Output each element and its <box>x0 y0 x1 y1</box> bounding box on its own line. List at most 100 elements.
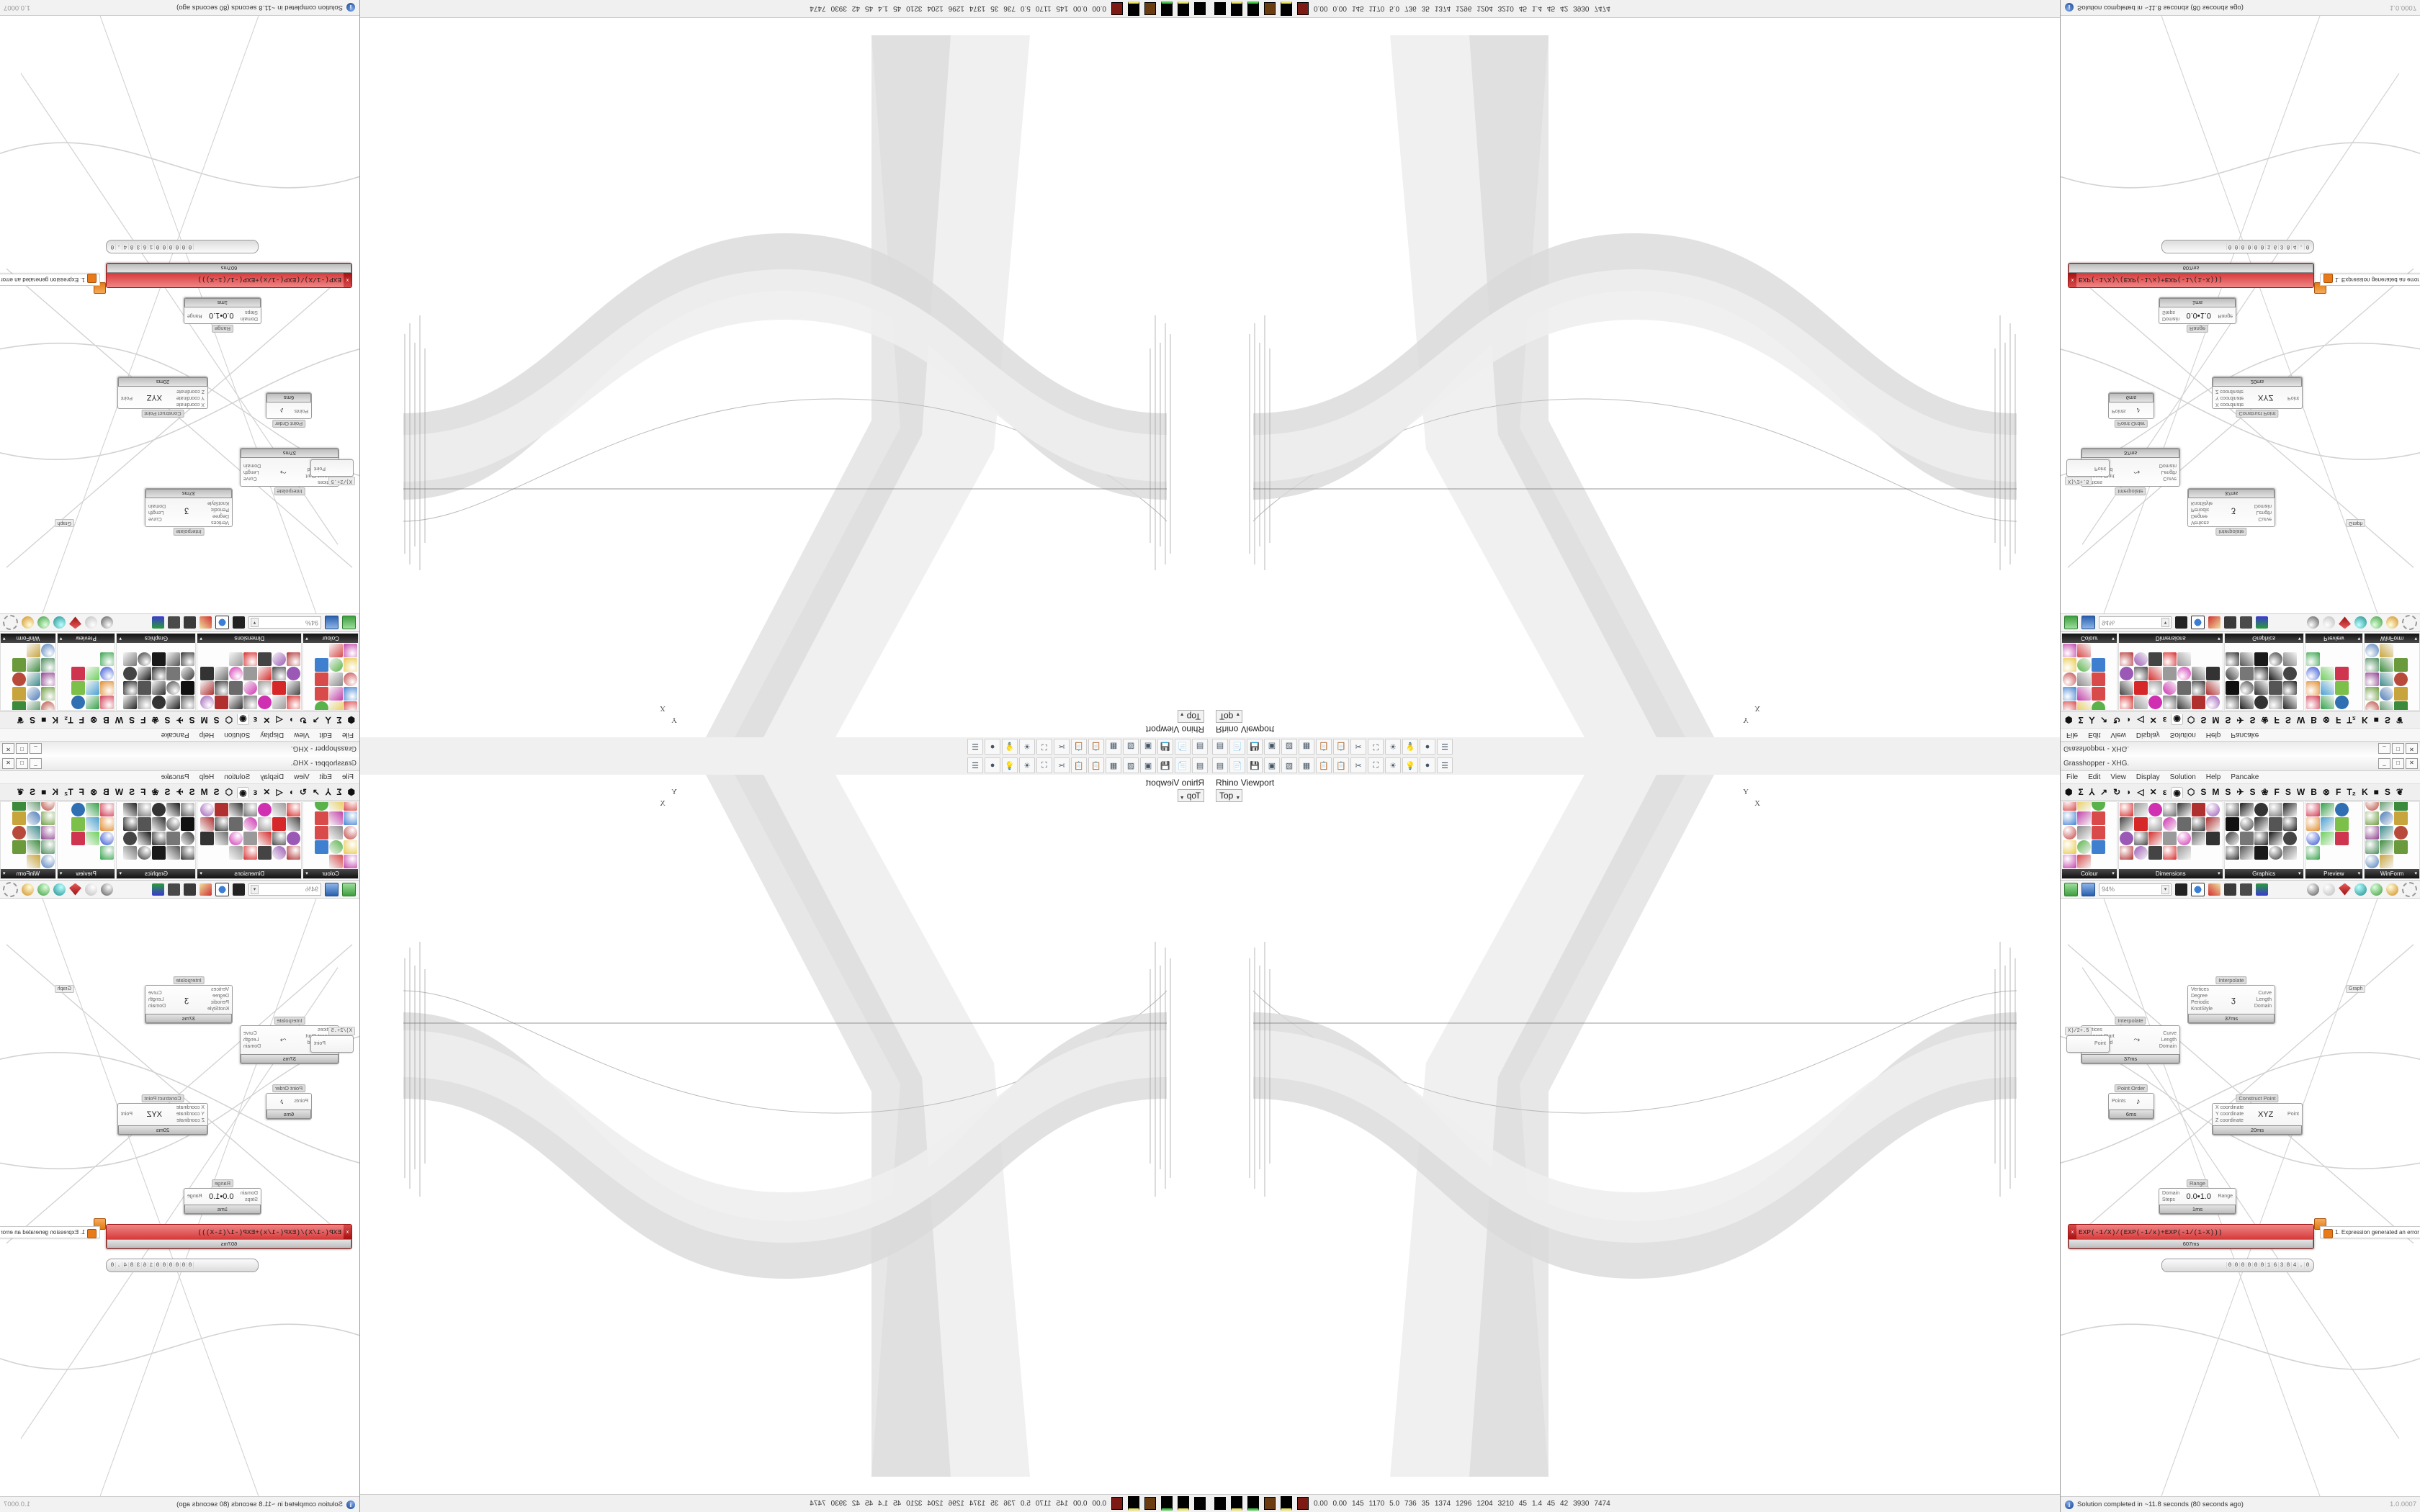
paste-icon[interactable]: 📋 <box>1071 757 1087 773</box>
digit-cell[interactable]: 8 <box>129 243 135 250</box>
close-button[interactable]: ✕ <box>2 757 14 769</box>
output-pin[interactable]: Curve <box>2258 516 2272 522</box>
palette-icons[interactable] <box>2062 643 2117 711</box>
input-pin[interactable]: Degree <box>212 513 229 518</box>
tab-f-tab-2[interactable]: F <box>2335 715 2341 725</box>
duplicate-icon[interactable]: ⛶ <box>1368 739 1384 755</box>
palette-item-icon[interactable] <box>272 681 287 695</box>
palette-item-icon[interactable] <box>2148 846 2162 860</box>
palette-item-icon[interactable] <box>344 701 357 711</box>
palette-item-icon[interactable] <box>2268 817 2282 831</box>
gh-canvas[interactable]: Interpolate Vertices Degree Periodic KnotSty… <box>0 16 359 613</box>
viewport-projection-select[interactable]: Top <box>1216 789 1243 804</box>
gh-node-range[interactable]: Range Domain Steps 0.0▪1.0 Range 1ms <box>2159 297 2236 333</box>
palette-item-icon[interactable] <box>329 855 343 868</box>
palette-item-icon[interactable] <box>2305 652 2320 666</box>
rhino-toolbar[interactable]: ▤ 📄 💾 ▣ ▧ ▦ 📋 📋 ✂ ⛶ ☀ 💡 ● ☰ <box>358 737 1210 756</box>
palette-item-icon[interactable] <box>272 846 287 860</box>
menu-edit[interactable]: Edit <box>319 773 332 781</box>
palette-item-icon[interactable] <box>2133 817 2148 831</box>
digit-cell[interactable]: . <box>2298 243 2304 250</box>
render-icon[interactable]: ☀ <box>1385 739 1401 755</box>
palette-item-icon[interactable] <box>2092 840 2105 854</box>
output-pin[interactable]: Point <box>121 395 133 400</box>
palette-item-icon[interactable] <box>315 826 328 840</box>
gh-zoom-toolbar[interactable]: 94% <box>0 613 359 631</box>
tab-w-tab[interactable]: W <box>115 715 124 725</box>
output-pin[interactable]: Range <box>187 313 202 318</box>
palette-item-icon[interactable] <box>123 652 138 666</box>
input-pin[interactable]: Degree <box>2191 513 2208 518</box>
layer-swatch-2[interactable] <box>1178 1496 1189 1511</box>
gh-canvas[interactable]: Interpolate Vertices Degree Periodic KnotSty… <box>2061 899 2420 1496</box>
node-outputs[interactable]: Point <box>2287 395 2299 400</box>
output-pin[interactable]: Length <box>2161 1037 2177 1043</box>
palette-item-icon[interactable] <box>2225 696 2239 709</box>
tab-f-tab[interactable]: F <box>2274 715 2280 725</box>
palette-group-winform[interactable]: WinForm <box>0 801 56 879</box>
palette-group-graphics[interactable]: Graphics <box>2223 633 2304 711</box>
menu-edit[interactable]: Edit <box>2088 773 2101 781</box>
copy-icon[interactable]: 📋 <box>1088 739 1104 755</box>
palette-item-icon[interactable] <box>344 687 357 701</box>
layer-swatch-3[interactable] <box>1161 1 1173 16</box>
digit-cell[interactable]: 0 <box>187 243 194 250</box>
palette-item-icon[interactable] <box>243 681 258 695</box>
tab-transform-tab[interactable]: ε <box>2162 787 2167 797</box>
light-icon[interactable]: 💡 <box>1402 757 1418 773</box>
secondary-expression-param[interactable]: X)/2+.5 <box>328 477 355 485</box>
palette-item-icon[interactable] <box>258 817 272 831</box>
gh-title-bar[interactable]: Grasshopper - XHG. _ □ ✕ <box>2061 756 2420 771</box>
palette-item-icon[interactable] <box>287 652 301 666</box>
node-inputs[interactable]: Domain Steps <box>2162 1191 2179 1203</box>
palette-item-icon[interactable] <box>2133 681 2148 695</box>
palette-item-icon[interactable] <box>215 696 229 709</box>
palette-item-icon[interactable] <box>2282 817 2297 831</box>
orange-sphere-icon[interactable] <box>22 883 34 896</box>
tab-sets-tab[interactable]: ⅄ <box>2089 787 2095 797</box>
menu-pancake[interactable]: Pancake <box>161 773 189 781</box>
tab-surface-tab[interactable]: ◗ <box>288 787 294 797</box>
palette-item-icon[interactable] <box>287 696 301 709</box>
palette-item-icon[interactable] <box>2365 687 2380 701</box>
palette-item-icon[interactable] <box>2380 672 2394 686</box>
expression-input-pin[interactable]: x <box>2069 1225 2076 1239</box>
tab-f-tab-2[interactable]: F <box>79 715 85 725</box>
node-inputs[interactable]: Vertices Degree Periodic KnotStyle <box>207 500 229 525</box>
tab-sets-tab[interactable]: ⅄ <box>325 787 331 797</box>
palette-item-icon[interactable] <box>138 803 152 816</box>
output-pin[interactable]: Curve <box>2163 476 2177 482</box>
palette-group-winform[interactable]: WinForm <box>2364 801 2420 879</box>
gh-node-interpolate-top[interactable]: Interpolate Vertices Degree Periodic KnotSty… <box>2187 488 2275 536</box>
render-icon[interactable]: ☀ <box>1019 757 1035 773</box>
teal-sphere-icon[interactable] <box>2354 616 2367 629</box>
palette-item-icon[interactable] <box>2092 701 2105 711</box>
ruby-icon[interactable] <box>69 617 81 629</box>
gh-category-tabs[interactable]: ⬢ Σ ⅄ ↗ ↻ ◗ ◁ ✕ ε ◉ ⬡ S M S ✈ S ❀ F S W B ⊗ F T₂ K ■ S ❦ <box>0 711 359 728</box>
graph-param[interactable]: Graph <box>54 985 74 993</box>
palette-item-icon[interactable] <box>272 652 287 666</box>
node-outputs[interactable]: Point <box>2094 465 2106 471</box>
palette-item-icon[interactable] <box>2063 855 2076 868</box>
palette-item-icon[interactable] <box>40 826 55 840</box>
palette-item-icon[interactable] <box>152 803 166 816</box>
palette-item-icon[interactable] <box>2365 855 2380 868</box>
tab-s-tab-5[interactable]: S <box>2384 715 2390 725</box>
tab-s-tab-2[interactable]: S <box>2225 787 2231 797</box>
digit-cell[interactable]: . <box>116 1262 122 1269</box>
palette-item-icon[interactable] <box>329 801 343 811</box>
palette-item-icon[interactable] <box>2177 681 2191 695</box>
gh-component-palette[interactable]: ColourDimensionsGraphicsPreviewWinForm <box>2061 801 2420 881</box>
output-pin[interactable]: Point <box>314 1041 326 1046</box>
palette-item-icon[interactable] <box>2320 667 2334 680</box>
tab-s-tab-5[interactable]: S <box>30 787 36 797</box>
palette-item-icon[interactable] <box>100 667 115 680</box>
node-outputs[interactable]: Curve Length Domain <box>2254 503 2272 522</box>
palette-item-icon[interactable] <box>86 817 100 831</box>
digit-cell[interactable]: 6 <box>2272 243 2278 250</box>
palette-item-icon[interactable] <box>181 681 195 695</box>
output-pin[interactable]: Length <box>148 510 164 516</box>
tab-t2-tab[interactable]: T₂ <box>2347 787 2356 797</box>
input-pin[interactable]: KnotStyle <box>207 500 229 505</box>
